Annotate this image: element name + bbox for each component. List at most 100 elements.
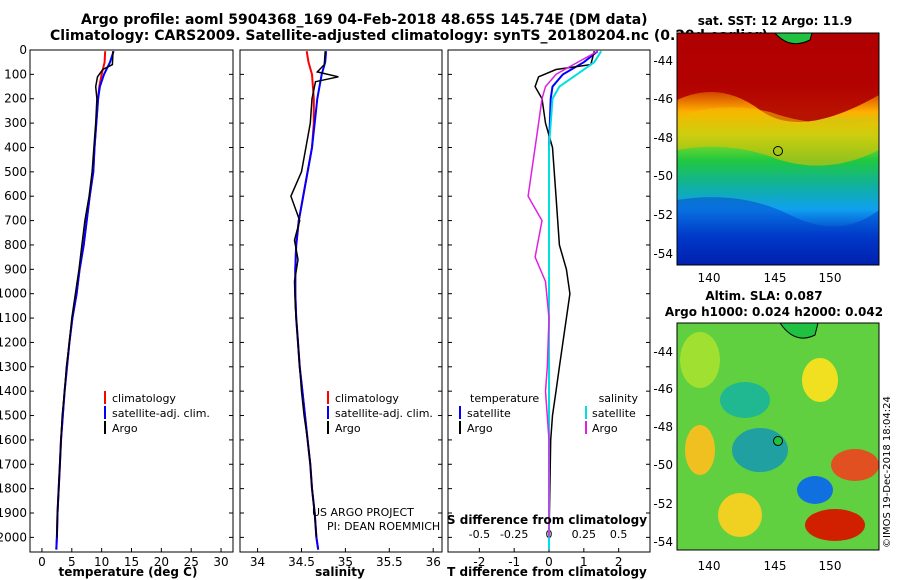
temperature-panel — [29, 49, 234, 553]
legend-s-satellite: satellite — [592, 407, 636, 420]
legend-argo: Argo — [335, 422, 361, 435]
sst-lat-tick-label: -50 — [653, 169, 673, 183]
depth-tick-label: 300 — [4, 116, 27, 130]
sla-map — [677, 323, 879, 550]
sst-lon-tick-label: 150 — [819, 271, 842, 285]
sst-map-frame — [676, 32, 880, 266]
sla-lat-tick-label: -50 — [653, 458, 673, 472]
x-tick-label: 36 — [426, 555, 441, 569]
x-tick-label: 34 — [250, 555, 265, 569]
depth-tick-label: 0 — [19, 43, 27, 57]
s-tick-label: 0.5 — [610, 528, 628, 541]
sst-lat-tick-label: -48 — [653, 131, 673, 145]
s-difference-xlabel: S difference from climatology — [447, 513, 647, 527]
x-tick-label: -2 — [473, 555, 485, 569]
sla-map-title-2: Argo h1000: 0.024 h2000: 0.042 — [665, 305, 883, 319]
s-tick-label: -0.25 — [500, 528, 528, 541]
salinity-panel — [239, 49, 443, 553]
credit-line-1: US ARGO PROJECT — [312, 506, 414, 519]
depth-tick-label: 1700 — [0, 457, 27, 471]
legend-argo: Argo — [112, 422, 138, 435]
temperature-legend: climatology satellite-adj. clim. Argo — [104, 391, 210, 435]
sst-lat-tick-label: -44 — [653, 54, 673, 68]
depth-tick-label: 1400 — [0, 384, 27, 398]
sla-lat-tick-label: -44 — [653, 345, 673, 359]
credit-line-2: PI: DEAN ROEMMICH — [327, 520, 440, 533]
series-line — [290, 51, 339, 538]
x-tick-label: 15 — [124, 555, 139, 569]
sst-lat-tick-label: -54 — [653, 247, 673, 261]
sst-lon-tick-label: 140 — [698, 271, 721, 285]
x-tick-label: 1 — [580, 555, 588, 569]
depth-tick-label: 800 — [4, 238, 27, 252]
x-tick-label: 25 — [184, 555, 199, 569]
series-line — [534, 51, 596, 538]
depth-tick-label: 600 — [4, 189, 27, 203]
x-tick-label: 35.5 — [376, 555, 403, 569]
legend-salinity-title: salinity — [599, 392, 639, 405]
depth-tick-label: 900 — [4, 262, 27, 276]
x-tick-label: 30 — [213, 555, 228, 569]
x-tick-label: 0 — [38, 555, 46, 569]
series-line — [548, 50, 603, 550]
sla-lon-tick-label: 140 — [698, 559, 721, 573]
depth-tick-label: 1800 — [0, 482, 27, 496]
sla-map-frame — [676, 322, 880, 551]
x-tick-label: 2 — [615, 555, 623, 569]
legend-satellite: satellite-adj. clim. — [112, 407, 210, 420]
salinity-xlabel: salinity — [315, 565, 365, 579]
legend-climatology: climatology — [335, 392, 399, 405]
sla-lat-tick-label: -54 — [653, 535, 673, 549]
depth-tick-label: 100 — [4, 67, 27, 81]
depth-tick-label: 1900 — [0, 506, 27, 520]
temperature-xlabel: temperature (deg C) — [59, 565, 198, 579]
x-tick-label: 35 — [338, 555, 353, 569]
imos-stamp: ©IMOS 19-Dec-2018 18:04:24 — [882, 396, 893, 548]
x-tick-label: -1 — [508, 555, 520, 569]
sst-argo-marker — [773, 146, 783, 156]
sst-map — [677, 33, 879, 265]
title-line-2: Climatology: CARS2009. Satellite-adjuste… — [50, 28, 768, 44]
depth-tick-label: 700 — [4, 214, 27, 228]
x-tick-label: 10 — [94, 555, 109, 569]
depth-tick-label: 1100 — [0, 311, 27, 325]
legend-temperature-title: temperature — [470, 392, 539, 405]
sla-lat-tick-label: -52 — [653, 497, 673, 511]
depth-tick-label: 1300 — [0, 360, 27, 374]
depth-tick-label: 1000 — [0, 287, 27, 301]
depth-tick-label: 1500 — [0, 409, 27, 423]
sst-lat-tick-label: -52 — [653, 208, 673, 222]
legend-s-argo: Argo — [592, 422, 618, 435]
title-line-1: Argo profile: aoml 5904368_169 04-Feb-20… — [81, 12, 648, 28]
depth-tick-label: 400 — [4, 140, 27, 154]
depth-tick-label: 1600 — [0, 433, 27, 447]
x-tick-label: 20 — [154, 555, 169, 569]
series-line — [527, 50, 599, 538]
sla-lon-tick-label: 150 — [819, 559, 842, 573]
sla-lat-tick-label: -46 — [653, 382, 673, 396]
x-tick-label: 34.5 — [288, 555, 315, 569]
s-tick-label: 0.25 — [572, 528, 597, 541]
salinity-legend: climatology satellite-adj. clim. Argo — [327, 391, 433, 435]
difference-legend: temperature satellite Argo salinity sate… — [459, 392, 639, 435]
sla-lat-tick-label: -48 — [653, 420, 673, 434]
sla-map-title-1: Altim. SLA: 0.087 — [705, 289, 822, 303]
t-difference-xlabel: T difference from climatology — [447, 565, 647, 579]
sst-lon-tick-label: 145 — [764, 271, 787, 285]
sla-argo-marker — [773, 436, 783, 446]
x-tick-label: 5 — [68, 555, 76, 569]
legend-satellite: satellite-adj. clim. — [335, 407, 433, 420]
sst-map-title: sat. SST: 12 Argo: 11.9 — [698, 14, 852, 28]
x-tick-label: 0 — [545, 555, 553, 569]
legend-climatology: climatology — [112, 392, 176, 405]
sst-lat-tick-label: -46 — [653, 92, 673, 106]
series-line — [56, 51, 114, 538]
s-tick-label: -0.5 — [469, 528, 490, 541]
depth-tick-label: 2000 — [0, 530, 27, 544]
sla-lon-tick-label: 145 — [764, 559, 787, 573]
legend-t-argo: Argo — [467, 422, 493, 435]
legend-t-satellite: satellite — [467, 407, 511, 420]
depth-tick-label: 500 — [4, 165, 27, 179]
depth-tick-label: 1200 — [0, 335, 27, 349]
